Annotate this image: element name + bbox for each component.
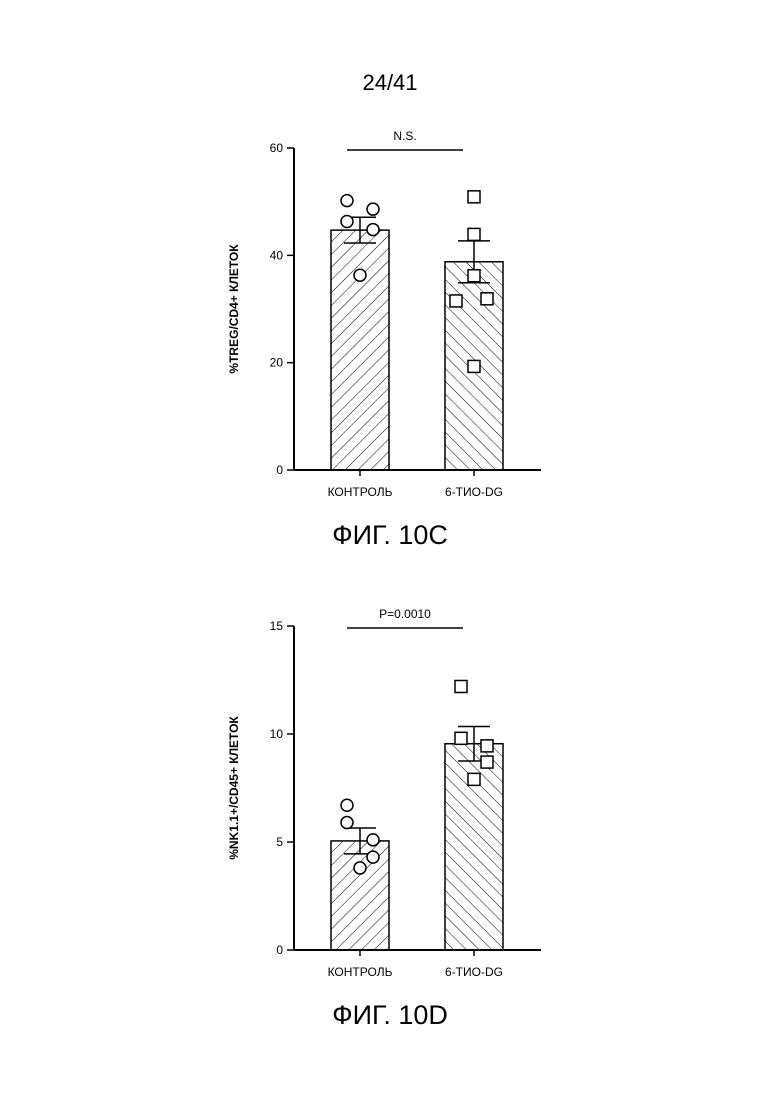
data-point-circle — [367, 834, 379, 846]
data-point-circle — [354, 862, 366, 874]
bar-chart-10d: 0 5 10 15 %NK1.1+/CD45+ КЛЕТОК КОНТРОЛЬ 6-ТИО-… — [0, 0, 780, 1000]
category-label: 6-ТИО-DG — [445, 965, 503, 979]
data-point-circle — [341, 817, 353, 829]
y-tick-label: 10 — [270, 727, 284, 741]
data-point-square — [455, 732, 467, 744]
data-point-square — [468, 773, 480, 785]
data-point-circle — [367, 851, 379, 863]
category-label: КОНТРОЛЬ — [328, 965, 393, 979]
data-point-circle — [341, 799, 353, 811]
figure-caption-10d: ФИГ. 10D — [0, 1000, 780, 1031]
data-point-square — [481, 740, 493, 752]
y-axis-title: %NK1.1+/CD45+ КЛЕТОК — [227, 716, 241, 860]
data-point-square — [481, 756, 493, 768]
y-tick-label: 5 — [276, 835, 283, 849]
significance-label: P=0.0010 — [379, 607, 431, 621]
bar-control — [331, 841, 389, 950]
y-tick-label: 0 — [276, 943, 283, 957]
y-tick-label: 15 — [270, 619, 284, 633]
data-point-square — [455, 680, 467, 692]
